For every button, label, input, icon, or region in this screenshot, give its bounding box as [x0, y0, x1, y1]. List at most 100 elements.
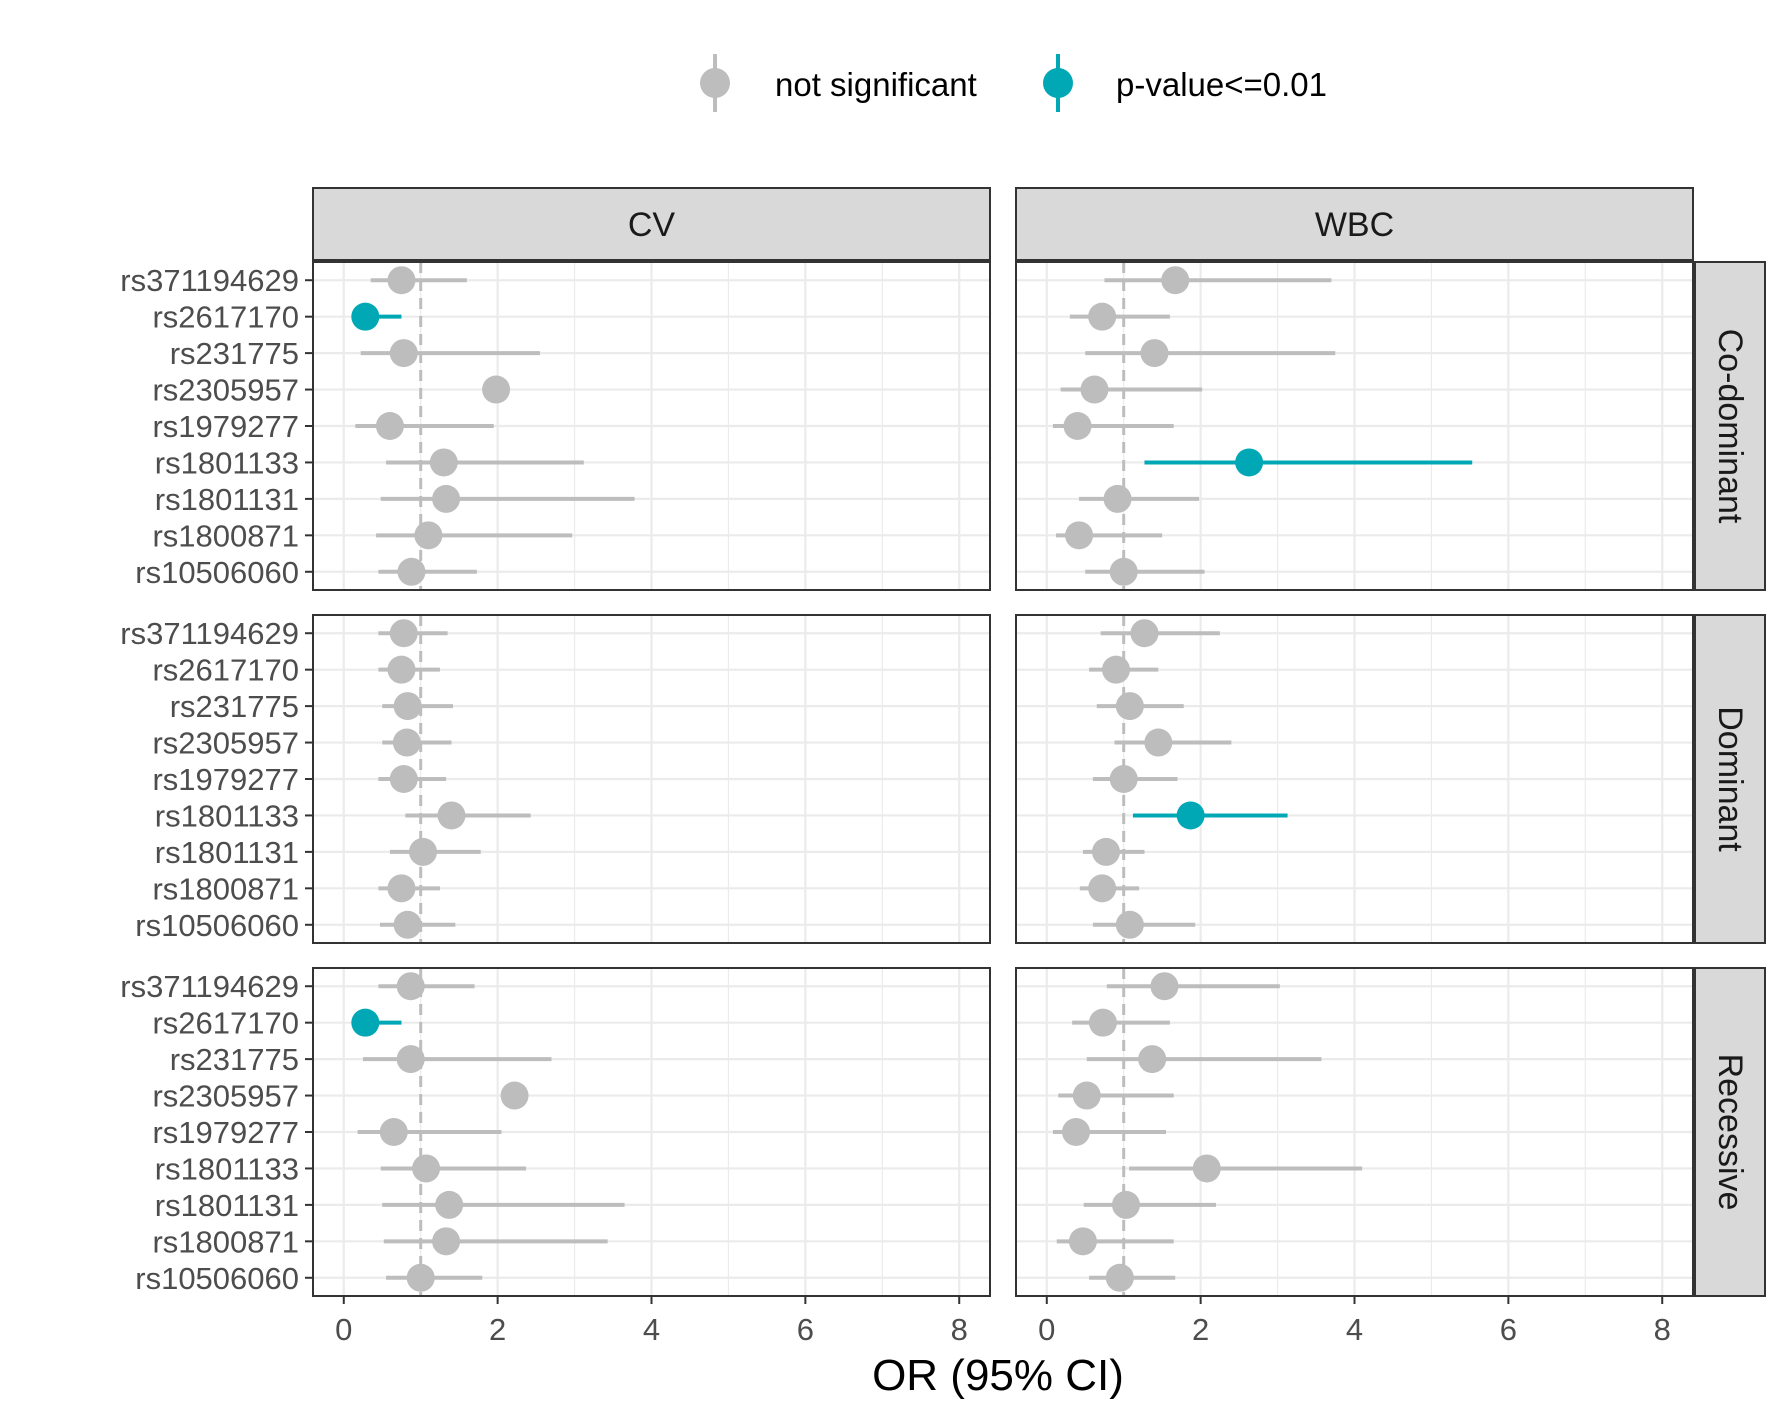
y-tick-label-rs1801133: rs1801133	[155, 798, 299, 833]
or-point-rs2617170	[1088, 302, 1117, 331]
or-point-rs10506060	[1109, 557, 1138, 586]
x-tick-label-cv-2: 2	[489, 1312, 506, 1347]
or-point-rs231775	[1115, 692, 1144, 721]
or-point-rs1801131	[1103, 484, 1132, 513]
y-tick-label-rs1979277: rs1979277	[152, 762, 299, 797]
or-point-rs1801133	[1176, 801, 1205, 830]
or-point-rs10506060	[1115, 910, 1144, 939]
or-point-rs2305957	[1080, 375, 1109, 404]
or-point-rs231775	[389, 339, 418, 368]
legend-label-significant: p-value<=0.01	[1116, 66, 1327, 103]
y-tick-label-rs1800871: rs1800871	[152, 1224, 299, 1259]
row-strip-label-co-dominant: Co-dominant	[1711, 329, 1749, 524]
y-tick-label-rs1800871: rs1800871	[152, 871, 299, 906]
facet-panels	[312, 261, 1694, 1297]
or-point-rs2305957	[500, 1081, 529, 1110]
or-point-rs231775	[1140, 339, 1169, 368]
legend: not significant p-value<=0.01	[700, 54, 1327, 112]
y-tick-label-rs231775: rs231775	[170, 689, 299, 724]
y-tick-label-rs1801131: rs1801131	[155, 835, 299, 870]
panel-wbc-dominant-border	[1015, 614, 1694, 944]
or-point-rs1979277	[1062, 1118, 1091, 1146]
or-point-rs2305957	[482, 375, 511, 404]
y-tick-label-rs1801133: rs1801133	[155, 1151, 299, 1186]
y-tick-label-rs10506060: rs10506060	[135, 1261, 299, 1296]
or-point-rs371194629	[389, 619, 418, 648]
or-point-rs1801131	[432, 484, 461, 513]
or-point-rs231775	[1138, 1045, 1167, 1074]
y-tick-label-rs371194629: rs371194629	[120, 616, 299, 651]
panel-wbc-recessive	[1015, 967, 1694, 1297]
row-strip-label-recessive: Recessive	[1711, 1054, 1749, 1211]
row-strip-recessive	[1694, 967, 1766, 1297]
facet-strips: CV WBC Co-dominant Dominant Recessive	[312, 187, 1766, 1297]
panel-wbc-co-dominant-border	[1015, 261, 1694, 591]
or-point-rs1979277	[379, 1118, 408, 1146]
y-tick-label-rs2305957: rs2305957	[152, 726, 299, 761]
or-point-rs1979277	[389, 765, 418, 793]
or-point-rs1800871	[1068, 1227, 1097, 1256]
or-point-rs1800871	[1065, 521, 1094, 550]
x-tick-label-cv-0: 0	[335, 1312, 352, 1347]
y-tick-label-rs1979277: rs1979277	[152, 1115, 299, 1150]
or-point-rs2617170	[351, 302, 380, 331]
or-point-rs10506060	[397, 557, 426, 586]
or-point-rs1801133	[437, 801, 466, 830]
row-strip-label-dominant: Dominant	[1711, 706, 1749, 852]
y-tick-label-rs371194629: rs371194629	[120, 263, 299, 298]
or-point-rs1801133	[1235, 448, 1264, 477]
legend-key-point-not-significant	[700, 68, 730, 98]
or-point-rs2305957	[1144, 728, 1173, 757]
y-tick-label-rs2617170: rs2617170	[152, 300, 299, 335]
panel-cv-co-dominant	[312, 261, 991, 591]
or-point-rs371194629	[387, 266, 416, 295]
y-tick-label-rs2305957: rs2305957	[152, 1079, 299, 1114]
column-strip-label-wbc: WBC	[1315, 206, 1394, 244]
y-tick-label-rs371194629: rs371194629	[120, 969, 299, 1004]
or-point-rs1800871	[1088, 874, 1117, 903]
row-strip-co-dominant	[1694, 261, 1766, 591]
or-point-rs1801133	[1192, 1154, 1221, 1183]
column-strip-cv	[312, 187, 991, 261]
y-tick-label-rs231775: rs231775	[170, 336, 299, 371]
panel-wbc-co-dominant	[1015, 261, 1694, 591]
y-tick-label-rs1801133: rs1801133	[155, 445, 299, 480]
or-point-rs2305957	[1072, 1081, 1101, 1110]
legend-key-point-significant	[1043, 68, 1073, 98]
or-point-rs2617170	[1102, 655, 1131, 684]
or-point-rs1801131	[1112, 1190, 1141, 1219]
or-point-rs1800871	[387, 874, 416, 903]
or-point-rs371194629	[1130, 619, 1159, 648]
y-tick-label-rs10506060: rs10506060	[135, 908, 299, 943]
panel-cv-recessive	[312, 967, 991, 1297]
column-strip-label-cv: CV	[628, 206, 676, 244]
or-point-rs2617170	[387, 655, 416, 684]
x-tick-label-wbc-6: 6	[1500, 1312, 1517, 1347]
or-point-rs1801131	[409, 837, 438, 866]
panel-wbc-dominant	[1015, 614, 1694, 944]
x-tick-label-wbc-2: 2	[1192, 1312, 1209, 1347]
x-tick-label-cv-8: 8	[951, 1312, 968, 1347]
legend-label-not-significant: not significant	[775, 66, 977, 103]
x-tick-label-wbc-8: 8	[1654, 1312, 1671, 1347]
y-tick-label-rs10506060: rs10506060	[135, 555, 299, 590]
or-point-rs2617170	[351, 1008, 380, 1037]
row-strip-dominant	[1694, 614, 1766, 944]
or-point-rs1979277	[1109, 765, 1138, 793]
y-axes: rs371194629rs2617170rs231775rs2305957rs1…	[120, 263, 313, 1296]
y-tick-label-rs231775: rs231775	[170, 1042, 299, 1077]
or-point-rs1801131	[1092, 837, 1121, 866]
or-point-rs1801131	[435, 1190, 464, 1219]
x-tick-label-cv-4: 4	[643, 1312, 660, 1347]
x-tick-label-cv-6: 6	[797, 1312, 814, 1347]
y-tick-label-rs2617170: rs2617170	[152, 653, 299, 688]
or-point-rs10506060	[1105, 1263, 1134, 1292]
or-point-rs371194629	[1161, 266, 1190, 295]
x-axis-label: OR (95% CI)	[872, 1351, 1124, 1400]
or-point-rs2617170	[1088, 1008, 1117, 1037]
x-tick-label-wbc-4: 4	[1346, 1312, 1363, 1347]
or-point-rs371194629	[1150, 972, 1179, 1001]
panel-cv-dominant	[312, 614, 991, 944]
or-point-rs2305957	[392, 728, 421, 757]
